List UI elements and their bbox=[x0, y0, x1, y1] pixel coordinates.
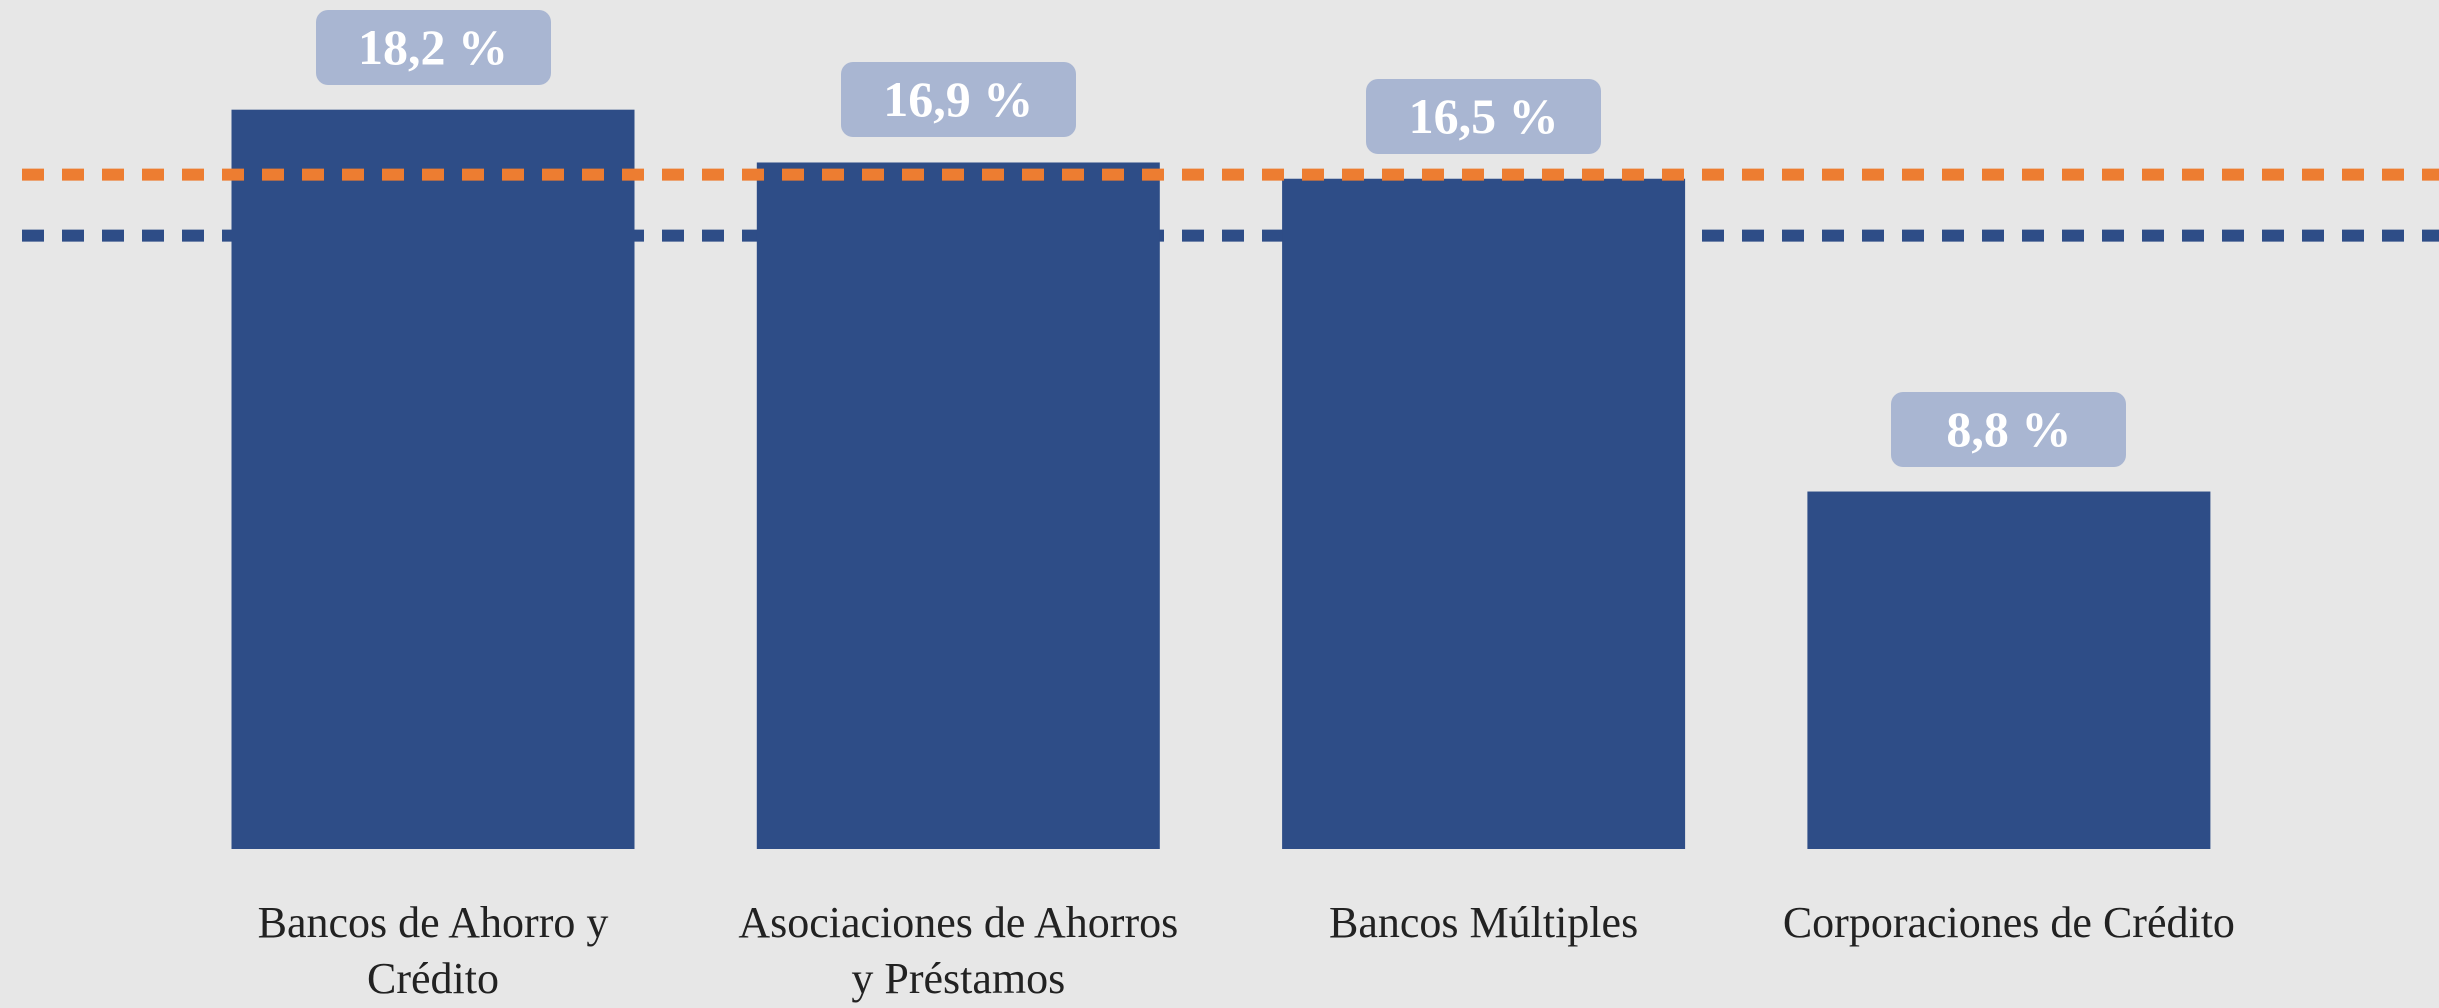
value-label: 18,2 % bbox=[315, 9, 551, 85]
value-label: 16,5 % bbox=[1366, 78, 1602, 154]
bar bbox=[1807, 491, 2211, 849]
x-tick-label: Bancos Múltiples bbox=[1328, 898, 1639, 947]
x-tick-label: Asociaciones de Ahorros y Préstamos bbox=[738, 898, 1179, 1003]
bar bbox=[231, 109, 635, 849]
x-tick-label: Bancos de Ahorro y Crédito bbox=[257, 898, 609, 1003]
x-tick-label: Corporaciones de Crédito bbox=[1782, 898, 2235, 947]
bar bbox=[1282, 178, 1686, 850]
bar bbox=[756, 162, 1160, 849]
value-label: 8,8 % bbox=[1891, 391, 2127, 467]
value-label: 16,9 % bbox=[840, 62, 1076, 138]
